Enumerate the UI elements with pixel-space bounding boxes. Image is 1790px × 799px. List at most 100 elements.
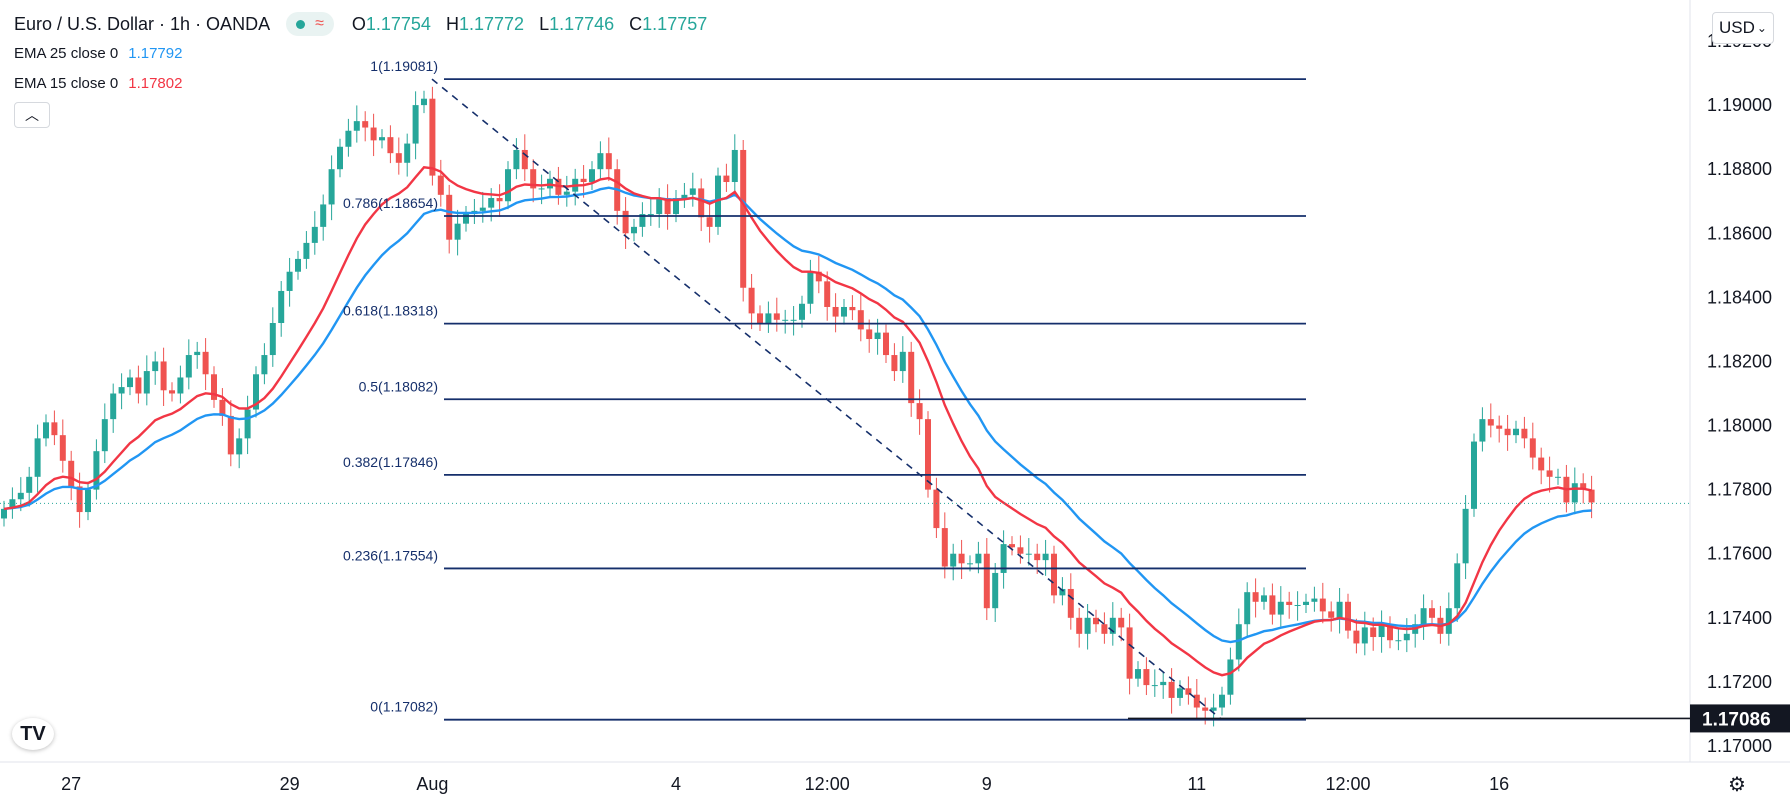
candle-body xyxy=(1059,588,1066,596)
candle-body xyxy=(345,130,352,147)
candle-body xyxy=(538,188,545,190)
indicator-value: 1.17802 xyxy=(128,75,183,92)
candle-body xyxy=(740,149,747,288)
candle-body xyxy=(43,422,49,439)
price-label-text: 1.17086 xyxy=(1702,709,1771,730)
candle-body xyxy=(1025,553,1032,555)
indicator-ema25[interactable]: EMA 25 close 0 1.17792 xyxy=(14,45,182,62)
candle-body xyxy=(1143,669,1150,686)
candle-body xyxy=(34,438,41,477)
candle-body xyxy=(110,393,117,420)
candle-body xyxy=(127,377,133,388)
candle-body xyxy=(1303,601,1309,605)
candle-body xyxy=(421,98,427,106)
candle-body xyxy=(874,332,881,340)
x-tick-label: 12:00 xyxy=(805,774,850,794)
fib-level-label: 0.5(1.18082) xyxy=(359,378,438,394)
candle-body xyxy=(647,214,654,216)
candle-body xyxy=(513,149,520,170)
candle-body xyxy=(1286,601,1293,605)
fib-level-label: 0.382(1.17846) xyxy=(343,454,438,470)
candle-body xyxy=(1126,627,1133,679)
candle-body xyxy=(1529,438,1536,458)
candle-body xyxy=(824,281,831,307)
tradingview-logo-icon[interactable]: TV xyxy=(12,718,54,750)
candle-body xyxy=(177,377,184,394)
y-tick-label: 1.18200 xyxy=(1707,351,1772,371)
candle-body xyxy=(328,169,335,205)
candle-body xyxy=(1395,640,1402,642)
indicator-ema15[interactable]: EMA 15 close 0 1.17802 xyxy=(14,75,182,92)
candle-body xyxy=(1000,544,1007,573)
candle-body xyxy=(1151,685,1158,687)
candle-body xyxy=(1487,419,1494,426)
x-tick-label: Aug xyxy=(416,774,448,794)
collapse-indicators-button[interactable]: ︿ xyxy=(14,102,50,128)
x-tick-label: 11 xyxy=(1187,774,1206,794)
candle-body xyxy=(59,435,66,461)
y-tick-label: 1.18000 xyxy=(1707,416,1772,436)
candle-body xyxy=(605,153,612,170)
currency-button[interactable]: USD ⌄ xyxy=(1712,12,1774,44)
fib-level-label: 0.618(1.18318) xyxy=(343,303,438,319)
candle-body xyxy=(160,361,167,391)
candle-body xyxy=(1067,588,1074,618)
candle-body xyxy=(975,553,982,564)
candle-body xyxy=(429,98,436,176)
y-tick-label: 1.17600 xyxy=(1707,544,1772,564)
x-tick-label: 29 xyxy=(280,774,300,794)
candle-body xyxy=(488,198,495,208)
market-status-pill[interactable]: ≈ xyxy=(286,12,334,36)
candle-body xyxy=(1378,624,1385,638)
y-tick-label: 1.18600 xyxy=(1707,223,1772,243)
chevron-up-icon: ︿ xyxy=(25,107,39,123)
candle-body xyxy=(152,361,159,372)
candle-body xyxy=(908,351,915,404)
candle-body xyxy=(664,198,671,215)
candle-body xyxy=(1513,428,1519,436)
open-value: 1.17754 xyxy=(365,13,431,34)
fib-level-label: 0.236(1.17554) xyxy=(343,547,438,563)
candle-body xyxy=(1345,601,1351,631)
candle-body xyxy=(143,371,150,394)
candle-body xyxy=(656,198,663,215)
candle-body xyxy=(1328,611,1335,618)
candle-body xyxy=(866,329,873,340)
ema15-line xyxy=(3,166,1592,677)
candle-body xyxy=(353,121,360,131)
candle-body xyxy=(1017,547,1024,554)
candle-body xyxy=(169,390,175,394)
candle-body xyxy=(698,188,705,218)
candle-body xyxy=(580,178,587,183)
candle-body xyxy=(85,489,91,513)
candle-body xyxy=(118,387,125,394)
candle-body xyxy=(521,149,528,170)
candle-body xyxy=(1252,592,1259,602)
candle-body xyxy=(101,419,108,452)
candle-body xyxy=(227,415,234,455)
candle-body xyxy=(1311,598,1318,602)
candle-body xyxy=(269,323,276,356)
candle-body xyxy=(1387,624,1393,641)
candle-body xyxy=(1445,608,1452,634)
candle-body xyxy=(17,492,24,500)
candle-body xyxy=(1538,457,1545,471)
gear-icon[interactable]: ⚙ xyxy=(1728,774,1746,796)
high-value: 1.17772 xyxy=(458,13,525,34)
candle-body xyxy=(68,460,75,487)
candle-body xyxy=(337,146,343,170)
candle-body xyxy=(1118,617,1125,628)
candle-body xyxy=(925,419,931,490)
fib-level-label: 0(1.17082) xyxy=(370,699,438,715)
candle-body xyxy=(1227,659,1234,695)
candle-body xyxy=(202,351,209,375)
candle-body xyxy=(505,169,511,202)
candle-body xyxy=(1202,707,1209,711)
candle-body xyxy=(1496,425,1503,429)
candle-body xyxy=(530,169,537,189)
candle-body xyxy=(1336,601,1343,618)
candle-body xyxy=(370,127,377,141)
symbol-title[interactable]: Euro / U.S. Dollar · 1h · OANDA xyxy=(14,13,271,34)
candle-body xyxy=(9,499,16,509)
